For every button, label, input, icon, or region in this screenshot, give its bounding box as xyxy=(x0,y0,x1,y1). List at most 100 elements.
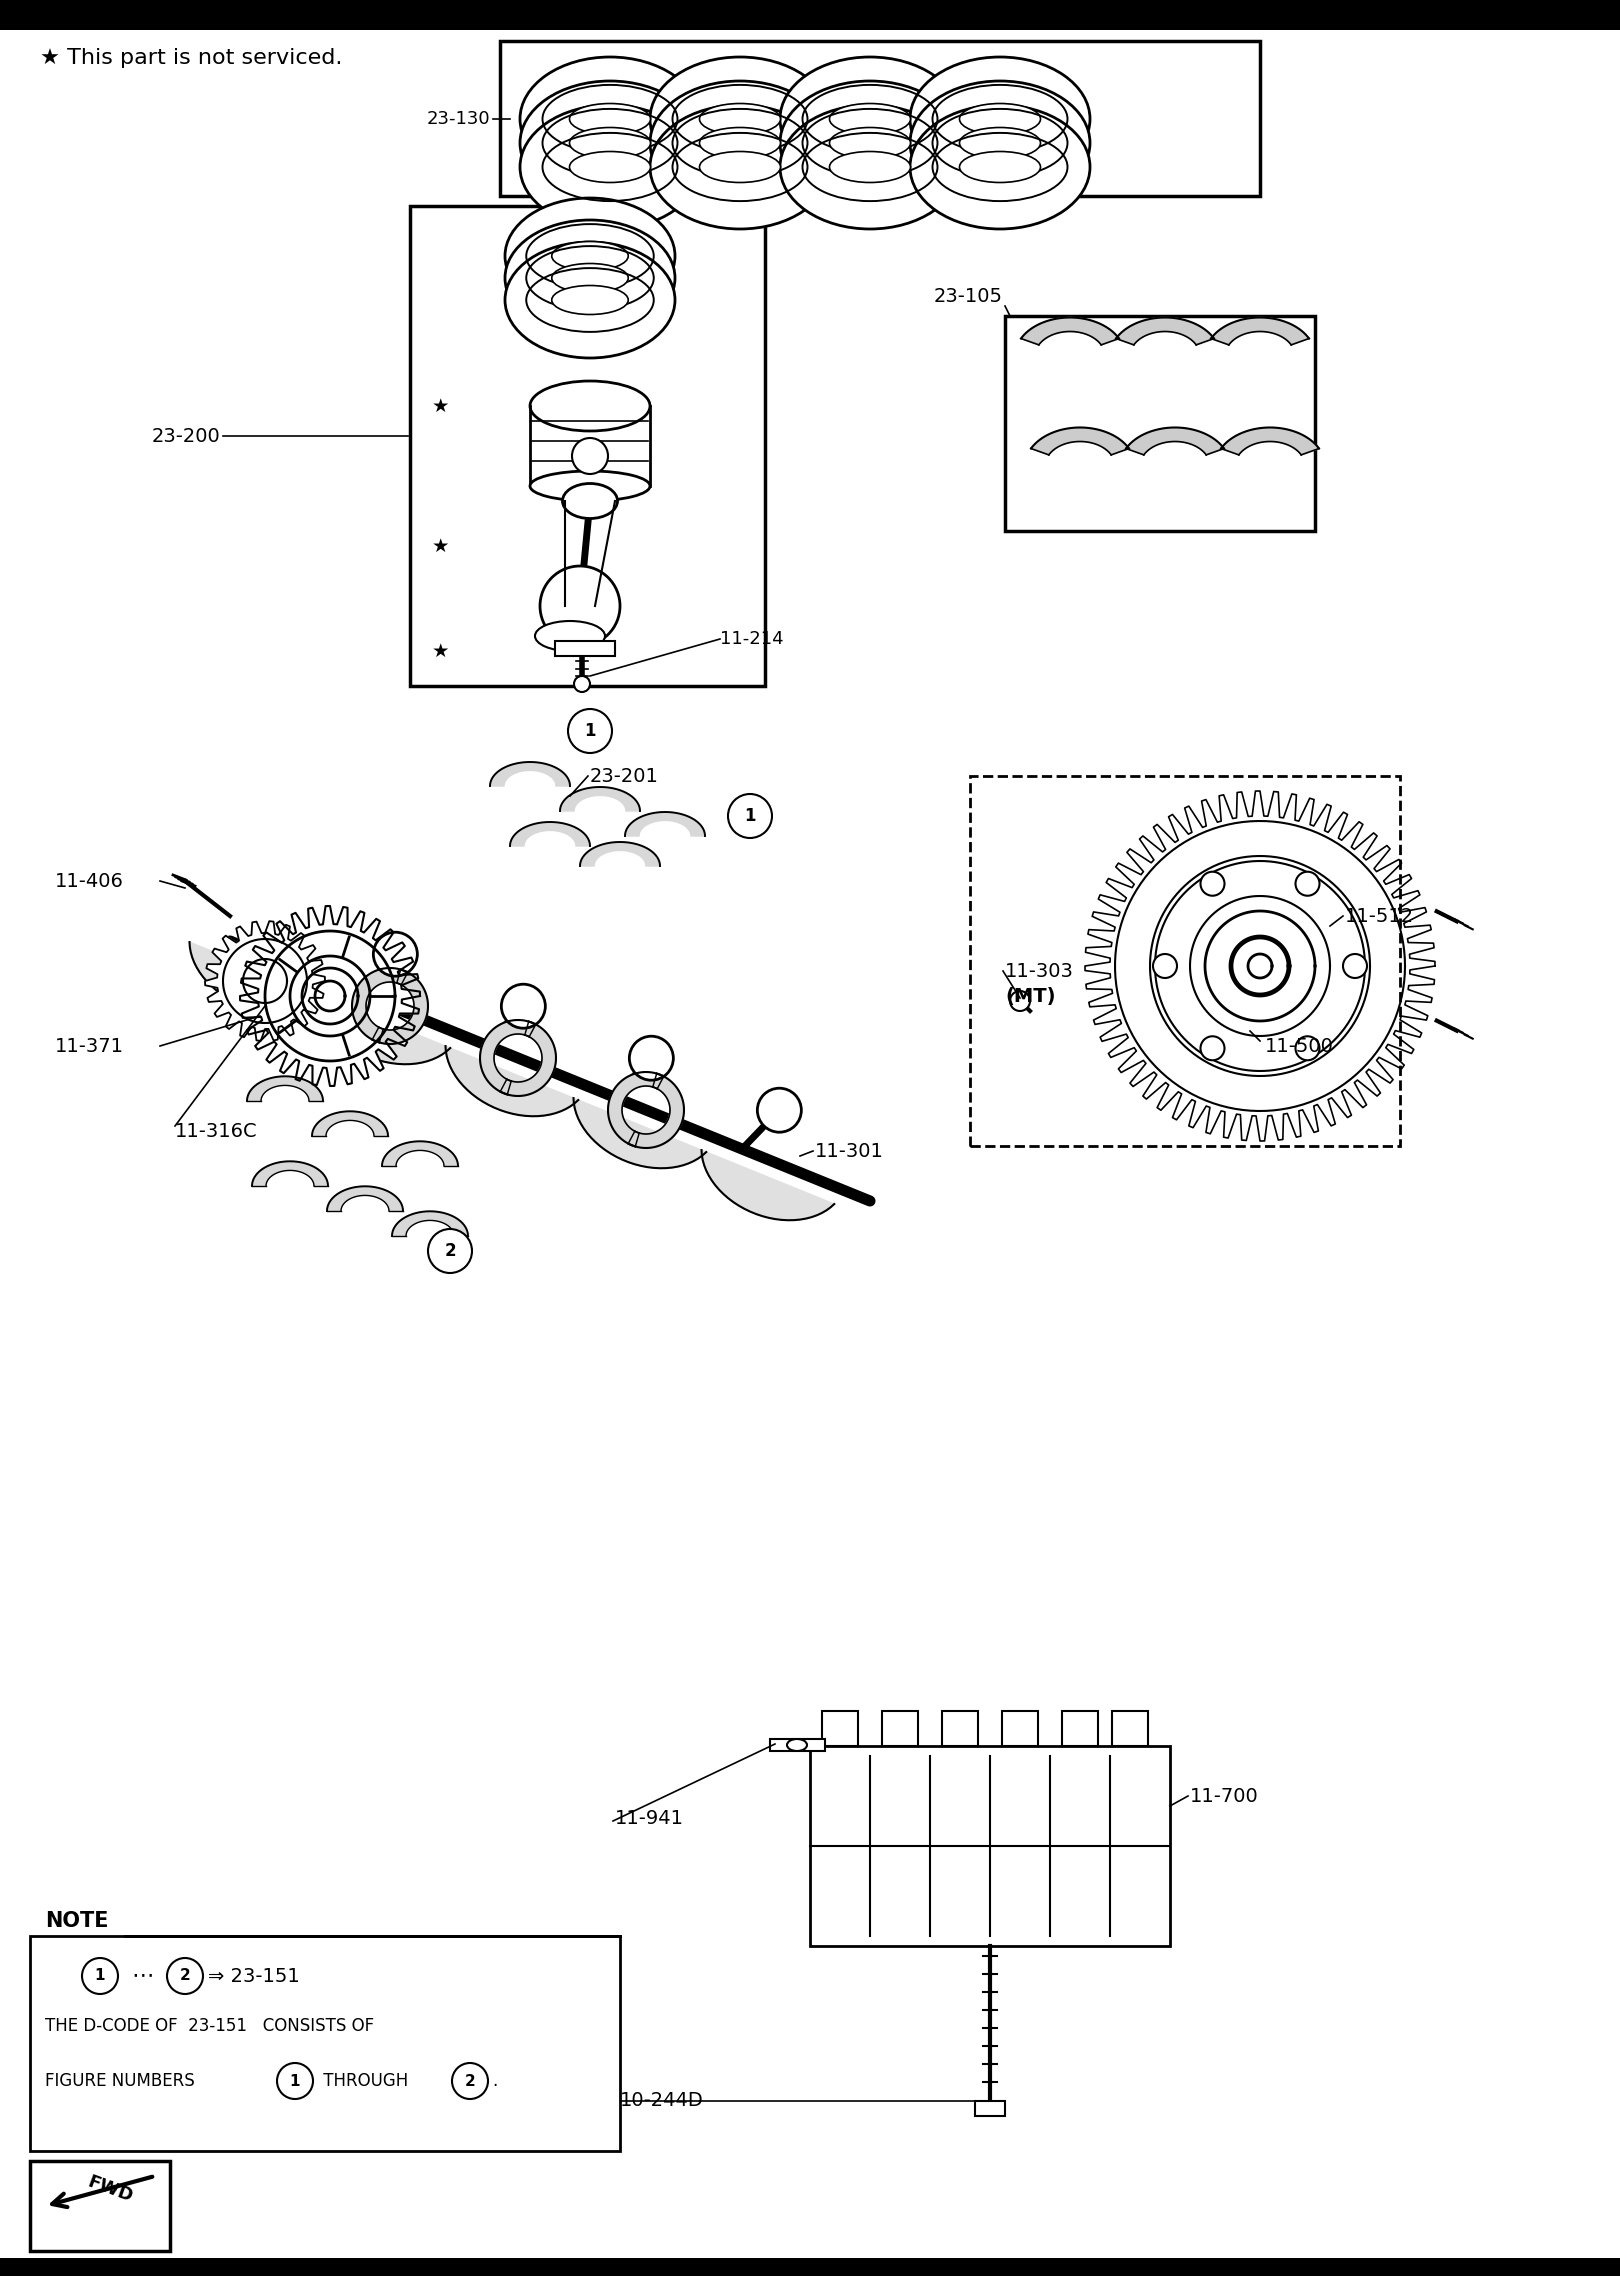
Bar xyxy=(770,1739,825,1750)
Text: ⇒ 23-151: ⇒ 23-151 xyxy=(207,1966,300,1985)
Text: 1: 1 xyxy=(290,2073,300,2089)
Ellipse shape xyxy=(520,57,700,182)
Polygon shape xyxy=(246,1077,322,1102)
Ellipse shape xyxy=(535,621,604,651)
Bar xyxy=(970,776,1400,1147)
Bar xyxy=(881,1712,919,1746)
Polygon shape xyxy=(1030,428,1129,455)
Ellipse shape xyxy=(959,152,1040,182)
Polygon shape xyxy=(1126,428,1225,455)
Text: 11-500: 11-500 xyxy=(1265,1036,1333,1056)
Text: ★: ★ xyxy=(431,642,449,660)
Text: ★: ★ xyxy=(431,537,449,555)
Polygon shape xyxy=(224,940,308,1022)
Polygon shape xyxy=(701,1149,834,1220)
Polygon shape xyxy=(392,1211,468,1236)
Bar xyxy=(1003,1712,1038,1746)
Circle shape xyxy=(569,710,612,753)
Circle shape xyxy=(1009,990,1030,1011)
Ellipse shape xyxy=(829,152,910,182)
Polygon shape xyxy=(573,1097,706,1168)
Circle shape xyxy=(629,1036,674,1081)
Ellipse shape xyxy=(829,102,910,134)
Bar xyxy=(1111,1712,1149,1746)
Polygon shape xyxy=(1021,319,1119,346)
Circle shape xyxy=(167,1957,202,1994)
Polygon shape xyxy=(1205,910,1315,1022)
Ellipse shape xyxy=(700,127,781,159)
Text: 10-244D: 10-244D xyxy=(620,2092,703,2110)
Text: 11-214: 11-214 xyxy=(719,630,784,649)
Bar xyxy=(0,0,1620,30)
Text: 23-200: 23-200 xyxy=(151,426,220,446)
Polygon shape xyxy=(327,1186,403,1211)
Bar xyxy=(0,2258,1620,2276)
Ellipse shape xyxy=(530,471,650,501)
Ellipse shape xyxy=(700,102,781,134)
Ellipse shape xyxy=(505,221,676,337)
Ellipse shape xyxy=(520,82,700,205)
Ellipse shape xyxy=(520,105,700,230)
Bar xyxy=(1063,1712,1098,1746)
Circle shape xyxy=(539,567,620,646)
Ellipse shape xyxy=(910,57,1090,182)
Text: FIGURE NUMBERS: FIGURE NUMBERS xyxy=(45,2071,199,2089)
Polygon shape xyxy=(253,1161,327,1186)
Circle shape xyxy=(727,794,773,838)
Ellipse shape xyxy=(700,152,781,182)
Polygon shape xyxy=(1115,822,1405,1111)
Circle shape xyxy=(572,437,608,473)
Circle shape xyxy=(1296,1036,1320,1061)
Circle shape xyxy=(452,2062,488,2098)
Circle shape xyxy=(1200,1036,1225,1061)
Ellipse shape xyxy=(779,82,961,205)
Text: 11-301: 11-301 xyxy=(815,1143,885,1161)
Ellipse shape xyxy=(650,57,829,182)
Ellipse shape xyxy=(562,483,617,519)
Polygon shape xyxy=(1116,319,1213,346)
Bar xyxy=(975,2101,1004,2117)
Polygon shape xyxy=(501,1022,556,1097)
Bar xyxy=(410,207,765,685)
Polygon shape xyxy=(1155,860,1366,1072)
Polygon shape xyxy=(313,1111,389,1136)
Circle shape xyxy=(573,676,590,692)
Polygon shape xyxy=(206,922,326,1040)
Polygon shape xyxy=(352,967,408,1042)
Text: 23-201: 23-201 xyxy=(590,767,659,785)
Text: ★: ★ xyxy=(431,396,449,417)
Text: 11-941: 11-941 xyxy=(616,1809,684,1828)
Bar xyxy=(31,1937,620,2151)
Circle shape xyxy=(1200,872,1225,897)
Bar xyxy=(941,1712,978,1746)
Ellipse shape xyxy=(650,82,829,205)
Ellipse shape xyxy=(570,102,651,134)
Ellipse shape xyxy=(779,57,961,182)
Text: .: . xyxy=(492,2071,497,2089)
Circle shape xyxy=(757,1088,802,1131)
Polygon shape xyxy=(1231,938,1288,995)
Polygon shape xyxy=(190,942,322,1013)
Text: 23-105: 23-105 xyxy=(935,287,1003,305)
Polygon shape xyxy=(1212,319,1309,346)
Ellipse shape xyxy=(959,102,1040,134)
Text: 11-303: 11-303 xyxy=(1004,960,1074,981)
Circle shape xyxy=(1296,872,1320,897)
Text: 11-316C: 11-316C xyxy=(175,1122,258,1140)
Text: 1: 1 xyxy=(94,1969,105,1982)
Text: 11-512: 11-512 xyxy=(1345,906,1414,926)
Bar xyxy=(1004,316,1315,530)
Polygon shape xyxy=(561,787,640,810)
Ellipse shape xyxy=(570,152,651,182)
Ellipse shape xyxy=(787,1739,807,1750)
Polygon shape xyxy=(266,931,395,1061)
Bar xyxy=(810,1746,1170,1946)
Polygon shape xyxy=(629,1074,684,1147)
Polygon shape xyxy=(301,967,358,1024)
Text: 2: 2 xyxy=(180,1969,191,1982)
Text: ★ This part is not serviced.: ★ This part is not serviced. xyxy=(40,48,342,68)
Polygon shape xyxy=(318,995,450,1065)
Bar xyxy=(31,2160,170,2251)
Ellipse shape xyxy=(552,264,629,294)
Circle shape xyxy=(428,1229,471,1272)
